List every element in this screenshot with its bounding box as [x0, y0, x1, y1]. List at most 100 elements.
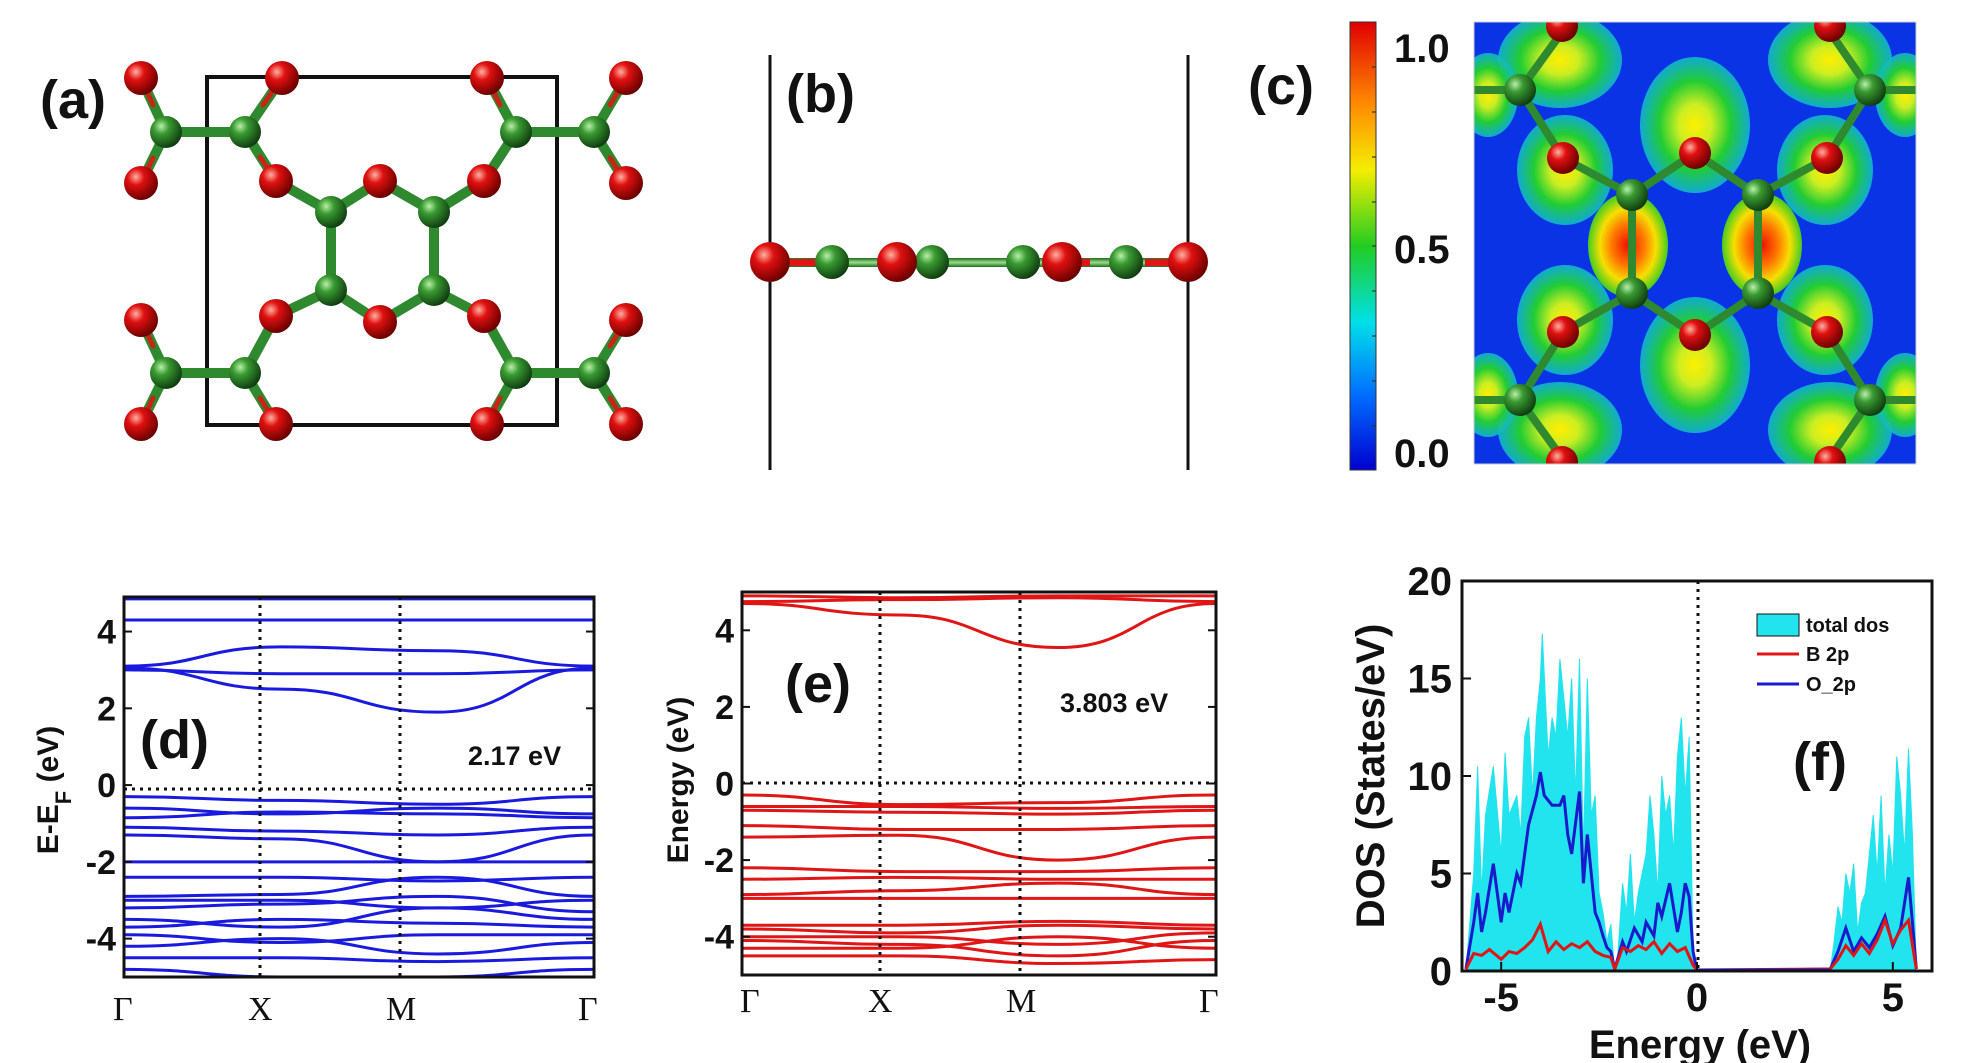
chart-f-ytick-label-1: 15 — [1408, 658, 1453, 702]
elf-oxygen-atoms — [1546, 22, 1846, 464]
chart-e-gap-annotation: 3.803 eV — [1060, 688, 1168, 718]
unit-cell-box — [205, 75, 559, 427]
legend-label-b2p: B 2p — [1806, 644, 1849, 666]
chart-d-ytick-label-4: -4 — [86, 921, 116, 959]
elf-map-frame — [1473, 21, 1917, 465]
chart-d-ytick-label-2: 0 — [97, 767, 116, 805]
chart-e-kpoint-3: Γ — [1199, 983, 1219, 1020]
chart-d-panel-label: (d) — [140, 710, 209, 770]
chart-f-ytick-label-0: 20 — [1408, 560, 1453, 604]
chart-f-xtick-label-0: -5 — [1483, 976, 1519, 1020]
chart-e-plot — [742, 594, 1216, 966]
chart-d-band-4 — [124, 666, 594, 714]
chart-d-kpoint-1: X — [248, 991, 273, 1028]
chart-e-kpoint-1: X — [868, 983, 893, 1020]
molecule-a-bonds — [136, 73, 631, 429]
colorbar-minor-ticks — [1372, 66, 1376, 427]
chart-d-kpoint-3: Γ — [578, 991, 598, 1028]
chart-e-kpoint-0: Γ — [740, 983, 760, 1020]
chart-f-y-axis-label: DOS (States/eV) — [1349, 624, 1393, 929]
chart-f-xtick-label-1: 0 — [1686, 976, 1708, 1020]
panel-b: (b) — [750, 55, 1208, 470]
chart-f-ytick-label-3: 5 — [1430, 853, 1452, 897]
legend-swatch-total-dos — [1756, 613, 1800, 637]
chart-e-band-3 — [742, 793, 1216, 807]
legend-label-o2p: O_2p — [1806, 674, 1856, 696]
chart-d-plot — [124, 597, 594, 977]
chart-e-bands — [742, 594, 1216, 966]
chart-e-band-17 — [742, 954, 1216, 966]
chart-e-band-7 — [742, 833, 1216, 862]
panel-c: (c) 1.0 0.5 0.0 — [1248, 21, 1917, 476]
colorbar-tick-top: 1.0 — [1394, 27, 1450, 71]
chart-d-band-17 — [124, 933, 594, 944]
chart-d-band-16 — [124, 917, 594, 929]
chart-e: 4 2 0 -2 -4 Γ X M Γ (e) 3.803 eV Energy (eV) — [662, 590, 1219, 1020]
colorbar-tick-bottom: 0.0 — [1394, 432, 1450, 476]
chart-f-x-axis-label: Energy (eV) — [1589, 1023, 1811, 1063]
chart-e-band-1 — [742, 596, 1216, 604]
chart-e-band-10 — [742, 881, 1216, 897]
chart-d-ytick-label-3: -2 — [86, 844, 116, 882]
chart-e-band-6 — [742, 824, 1216, 831]
panel-label-a: (a) — [40, 70, 106, 130]
chart-e-band-2 — [742, 601, 1216, 650]
chart-f-ytick-label-4: 0 — [1430, 950, 1452, 994]
chart-e-band-15 — [742, 939, 1216, 958]
chart-d-band-3 — [124, 668, 594, 676]
chart-e-band-16 — [742, 935, 1216, 950]
chart-d-band-8 — [124, 825, 594, 837]
chart-d-kpoint-0: Γ — [113, 991, 133, 1028]
elf-map — [1474, 22, 1916, 464]
elf-boron-atoms — [1504, 74, 1886, 416]
panel-label-b: (b) — [786, 64, 855, 124]
chart-d-band-5 — [124, 795, 594, 806]
chart-e-ytick-label-3: -2 — [704, 842, 734, 880]
chart-e-band-0 — [742, 594, 1216, 600]
chart-d-band-2 — [124, 645, 594, 668]
chart-d-band-20 — [124, 967, 594, 977]
chart-f-series-total-dos — [1465, 633, 1917, 971]
legend-label-total-dos: total dos — [1806, 615, 1889, 637]
chart-f-series-b2p — [1464, 915, 1918, 971]
chart-d-band-6 — [124, 806, 594, 816]
chart-d-y-axis-label: E-EF (eV) — [32, 726, 76, 854]
chart-d-bands — [124, 597, 594, 977]
chart-e-kpoint-2: M — [1006, 983, 1036, 1020]
chart-d-band-9 — [124, 833, 594, 864]
side-view-atoms — [750, 242, 1208, 282]
chart-e-ytick-label-1: 2 — [715, 689, 734, 727]
chart-e-band-5 — [742, 808, 1216, 816]
chart-d-band-11 — [124, 875, 594, 883]
chart-e-ytick-label-0: 4 — [715, 612, 734, 650]
chart-d-band-19 — [124, 956, 594, 964]
chart-e-y-axis-label: Energy (eV) — [662, 697, 695, 864]
chart-f-panel-label: (f) — [1793, 732, 1847, 792]
chart-e-band-12 — [742, 919, 1216, 927]
oxygen-atoms-a — [124, 61, 643, 441]
chart-e-band-13 — [742, 923, 1216, 935]
chart-d-band-18 — [124, 937, 594, 956]
chart-e-y-ticks: 4 2 0 -2 -4 — [704, 612, 1216, 957]
chart-d-gap-annotation: 2.17 eV — [468, 741, 561, 771]
chart-e-band-8 — [742, 866, 1216, 874]
chart-d-band-7 — [124, 810, 594, 820]
chart-d-band-12 — [124, 875, 594, 898]
chart-d-ytick-label-0: 4 — [97, 614, 116, 652]
chart-e-panel-label: (e) — [785, 654, 851, 714]
chart-f-ticks: 20 15 10 5 0 -5 0 5 — [1408, 560, 1904, 1020]
chart-d-y-ticks: 4 2 0 -2 -4 — [86, 614, 594, 959]
chart-f-legend: total dos B 2p O_2p — [1756, 613, 1889, 696]
chart-e-ytick-label-4: -4 — [704, 919, 734, 957]
panel-label-c: (c) — [1248, 56, 1314, 116]
panel-a: (a) — [40, 61, 643, 441]
chart-d-kpoint-2: M — [386, 991, 416, 1028]
chart-f-xtick-label-2: 5 — [1882, 976, 1904, 1020]
chart-f: 20 15 10 5 0 -5 0 5 total dos B 2p O_2p (f) Ene… — [1349, 560, 1934, 1063]
boron-atoms-a — [150, 116, 610, 389]
chart-d: 4 2 0 -2 -4 Γ X M Γ (d) 2.17 eV E-EF (eV) — [32, 595, 598, 1028]
chart-e-band-4 — [742, 804, 1216, 810]
chart-e-band-9 — [742, 875, 1216, 881]
chart-f-ytick-label-2: 10 — [1408, 755, 1453, 799]
